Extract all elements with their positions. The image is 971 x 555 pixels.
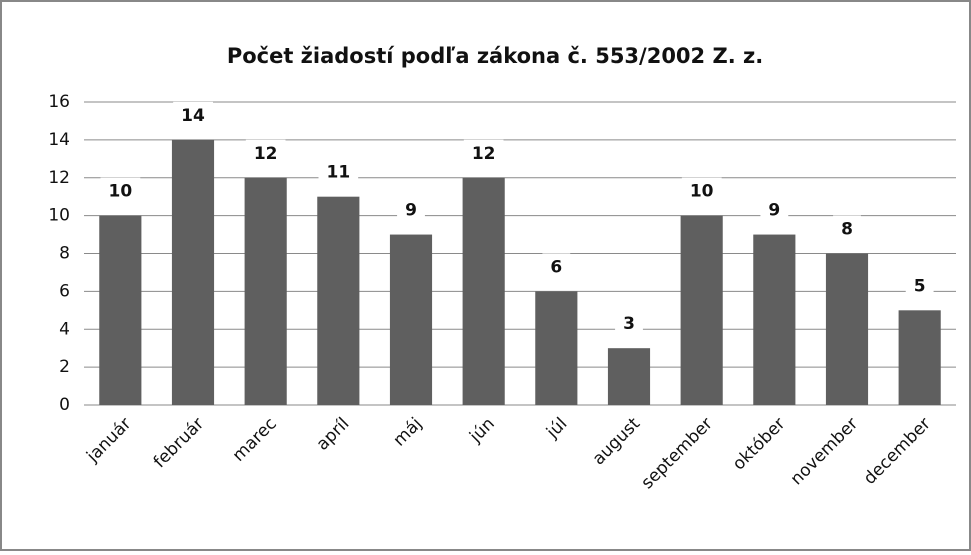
value-label: 11 [326,163,350,183]
value-label-bg [760,196,789,225]
value-label-bg [100,177,141,206]
value-label: 12 [254,144,278,164]
value-label-group: 5 [905,272,934,301]
value-label-bg [615,310,643,339]
y-tick-label: 4 [59,319,70,339]
bar [825,253,869,405]
bar [753,234,796,405]
value-label-bg [905,272,934,301]
value-label-group: 8 [833,215,861,244]
bar [99,215,142,405]
value-label-group: 14 [173,101,213,130]
value-label: 10 [690,182,714,202]
value-label-group: 9 [397,196,425,225]
bar [317,196,360,405]
value-label: 9 [405,201,417,221]
y-tick-label: 8 [59,244,70,264]
y-tick-label: 6 [59,281,70,301]
bar [389,234,433,405]
bar [898,310,941,405]
value-label: 12 [472,144,496,164]
bar [680,215,723,405]
value-label-bg [173,101,213,130]
value-label-bg [318,158,359,187]
y-tick-label: 10 [48,206,70,226]
value-label-group: 3 [615,310,643,339]
y-tick-label: 12 [48,168,70,188]
value-label-bg [397,196,425,225]
chart-title: Počet žiadostí podľa zákona č. 553/2002 … [227,44,763,68]
y-tick-label: 14 [48,130,70,150]
value-label-group: 10 [100,177,141,206]
value-label-bg [463,139,504,168]
value-label: 5 [914,276,926,296]
value-label-group: 6 [542,253,571,282]
value-label-group: 12 [463,139,504,168]
y-tick-label: 2 [59,357,70,377]
value-label: 6 [550,257,562,277]
y-tick-label: 0 [59,395,70,415]
bar [244,177,287,405]
value-label-bg [681,177,722,206]
value-label-bg [833,215,861,244]
value-label: 10 [108,182,132,202]
value-label: 3 [623,314,635,334]
bar [607,348,651,405]
y-tick-label: 16 [48,92,70,112]
value-label: 8 [841,220,853,240]
value-label-group: 12 [245,139,286,168]
value-label: 14 [181,106,205,126]
value-label-bg [542,253,571,282]
value-label-group: 9 [760,196,789,225]
bar [171,139,215,405]
value-label-bg [245,139,286,168]
bar [535,291,578,405]
value-label-group: 11 [318,158,359,187]
value-label: 9 [768,201,780,221]
bar [462,177,505,405]
value-label-group: 10 [681,177,722,206]
